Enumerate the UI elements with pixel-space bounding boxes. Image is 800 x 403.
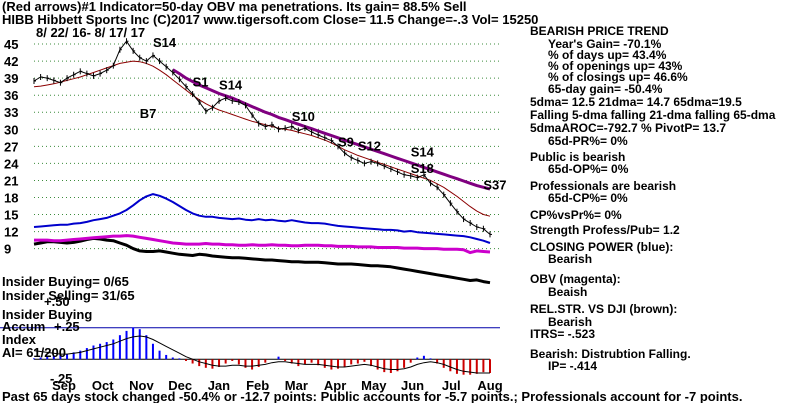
accum-plus25-label: +.25 <box>54 319 80 334</box>
x-tick-label: Oct <box>92 378 114 393</box>
y-tick-label: 27 <box>4 139 18 154</box>
signal-label: S1 <box>193 75 209 90</box>
info-line: CLOSING POWER (blue): <box>530 240 673 254</box>
accum-ma-line <box>33 335 490 374</box>
ai-label: AI= 61/200 <box>2 345 66 360</box>
info-line: Strength Profess/Pub= 1.2 <box>530 223 680 237</box>
y-tick-label: 12 <box>4 225 18 240</box>
info-line: Professionals are bearish <box>530 179 676 193</box>
signal-label: S14 <box>219 78 243 93</box>
signal-label: S9 <box>338 134 354 149</box>
y-tick-label: 33 <box>4 105 18 120</box>
x-tick-label: Dec <box>168 378 192 393</box>
info-line: ITRS= -.523 <box>530 327 595 341</box>
rel-str-line <box>33 236 491 285</box>
y-tick-label: 9 <box>4 242 11 257</box>
price-line <box>33 40 491 235</box>
accum-plus50-label: +.50 <box>44 294 70 309</box>
y-tick-label: 45 <box>4 37 18 52</box>
footer-summary: Past 65 days stock changed -50.4% or -12… <box>2 389 742 403</box>
signal-label: B7 <box>140 106 157 121</box>
y-tick-label: 36 <box>4 88 18 103</box>
closing-power-line <box>33 193 491 244</box>
date-range-label: 8/ 22/ 16- 8/ 17/ 17 <box>36 25 145 40</box>
accum-index-panel <box>0 327 500 375</box>
info-line: % of days up= 43.4% <box>548 48 667 62</box>
info-line: Year's Gain= -70.1% <box>548 37 662 51</box>
signal-label: S14 <box>153 35 177 50</box>
info-line: 65d-PR%= 0% <box>548 134 628 148</box>
insider-selling-count: Insider Selling= 31/65 <box>2 288 135 303</box>
signal-label: S12 <box>358 138 381 153</box>
info-line: CP%vsPr%= 0% <box>530 208 622 222</box>
info-line: OBV (magenta): <box>530 272 621 286</box>
y-tick-label: 42 <box>4 54 18 69</box>
info-line: Falling 5-dma falling 21-dma falling 65-… <box>530 108 776 122</box>
y-tick-label: 21 <box>4 173 18 188</box>
y-tick-label: 15 <box>4 208 18 223</box>
info-line: Beaish <box>548 285 587 299</box>
y-tick-label: 39 <box>4 71 18 86</box>
price-series <box>33 38 492 285</box>
info-line: % of openings up= 43% <box>548 59 683 73</box>
info-line: 5dma= 12.5 21dma= 14.7 65dma=19.5 <box>530 95 742 109</box>
signal-label: S37 <box>483 178 506 193</box>
accum-label: Accum <box>2 319 45 334</box>
y-tick-label: 24 <box>4 156 19 171</box>
info-line: Bearish <box>548 315 592 329</box>
x-tick-label: Nov <box>129 378 154 393</box>
info-line: Bearish <box>548 252 592 266</box>
y-tick-label: 30 <box>4 122 18 137</box>
info-line: BEARISH PRICE TREND <box>530 24 669 38</box>
x-tick-label: May <box>361 378 387 393</box>
x-tick-label: Sep <box>52 378 76 393</box>
price-y-ticks: 45 42 39 36 33 30 27 24 21 18 15 12 9 <box>4 37 19 257</box>
ma-21-line <box>33 60 491 217</box>
info-line: 5dmaAROC=-792.7 % PivotP= 13.7 <box>530 121 726 135</box>
info-line: 65-day gain= -50.4% <box>548 82 663 96</box>
x-tick-label: Feb <box>246 378 269 393</box>
info-line: IP= -.414 <box>548 359 597 373</box>
info-line: Bearish: Distrubtion Falling. <box>530 347 691 361</box>
accum-minus25-label: -.25 <box>50 371 72 386</box>
insider-buying-label: Insider Buying <box>2 307 92 322</box>
x-tick-label: Jun <box>401 378 424 393</box>
x-tick-label: Jan <box>208 378 230 393</box>
info-line: 65d-OP%= 0% <box>548 162 629 176</box>
info-line: 65d-CP%= 0% <box>548 191 628 205</box>
x-tick-label: Jul <box>442 378 461 393</box>
info-line: REL.STR. VS DJI (brown): <box>530 302 677 316</box>
index-label: Index <box>2 332 37 347</box>
x-tick-label: Apr <box>324 378 346 393</box>
insider-buying-count: Insider Buying= 0/65 <box>2 274 129 289</box>
header-line-1: (Red arrows)#1 Indicator=50-day OBV ma p… <box>2 0 467 14</box>
x-tick-label: Mar <box>285 378 308 393</box>
month-ticks: Sep Oct Nov Dec Jan Feb Mar Apr May Jun Jul Aug <box>52 378 503 393</box>
signal-label: S14 <box>411 145 435 160</box>
signal-label: S10 <box>292 109 315 124</box>
y-tick-label: 18 <box>4 190 18 205</box>
info-line: Public is bearish <box>530 150 625 164</box>
signal-label: S18 <box>411 161 434 176</box>
header-line-2: HIBB Hibbett Sports Inc (C)2017 www.tige… <box>2 12 538 27</box>
x-tick-label: Aug <box>477 378 502 393</box>
obv-line <box>34 234 491 255</box>
info-line: % of closings up= 46.6% <box>548 70 688 84</box>
